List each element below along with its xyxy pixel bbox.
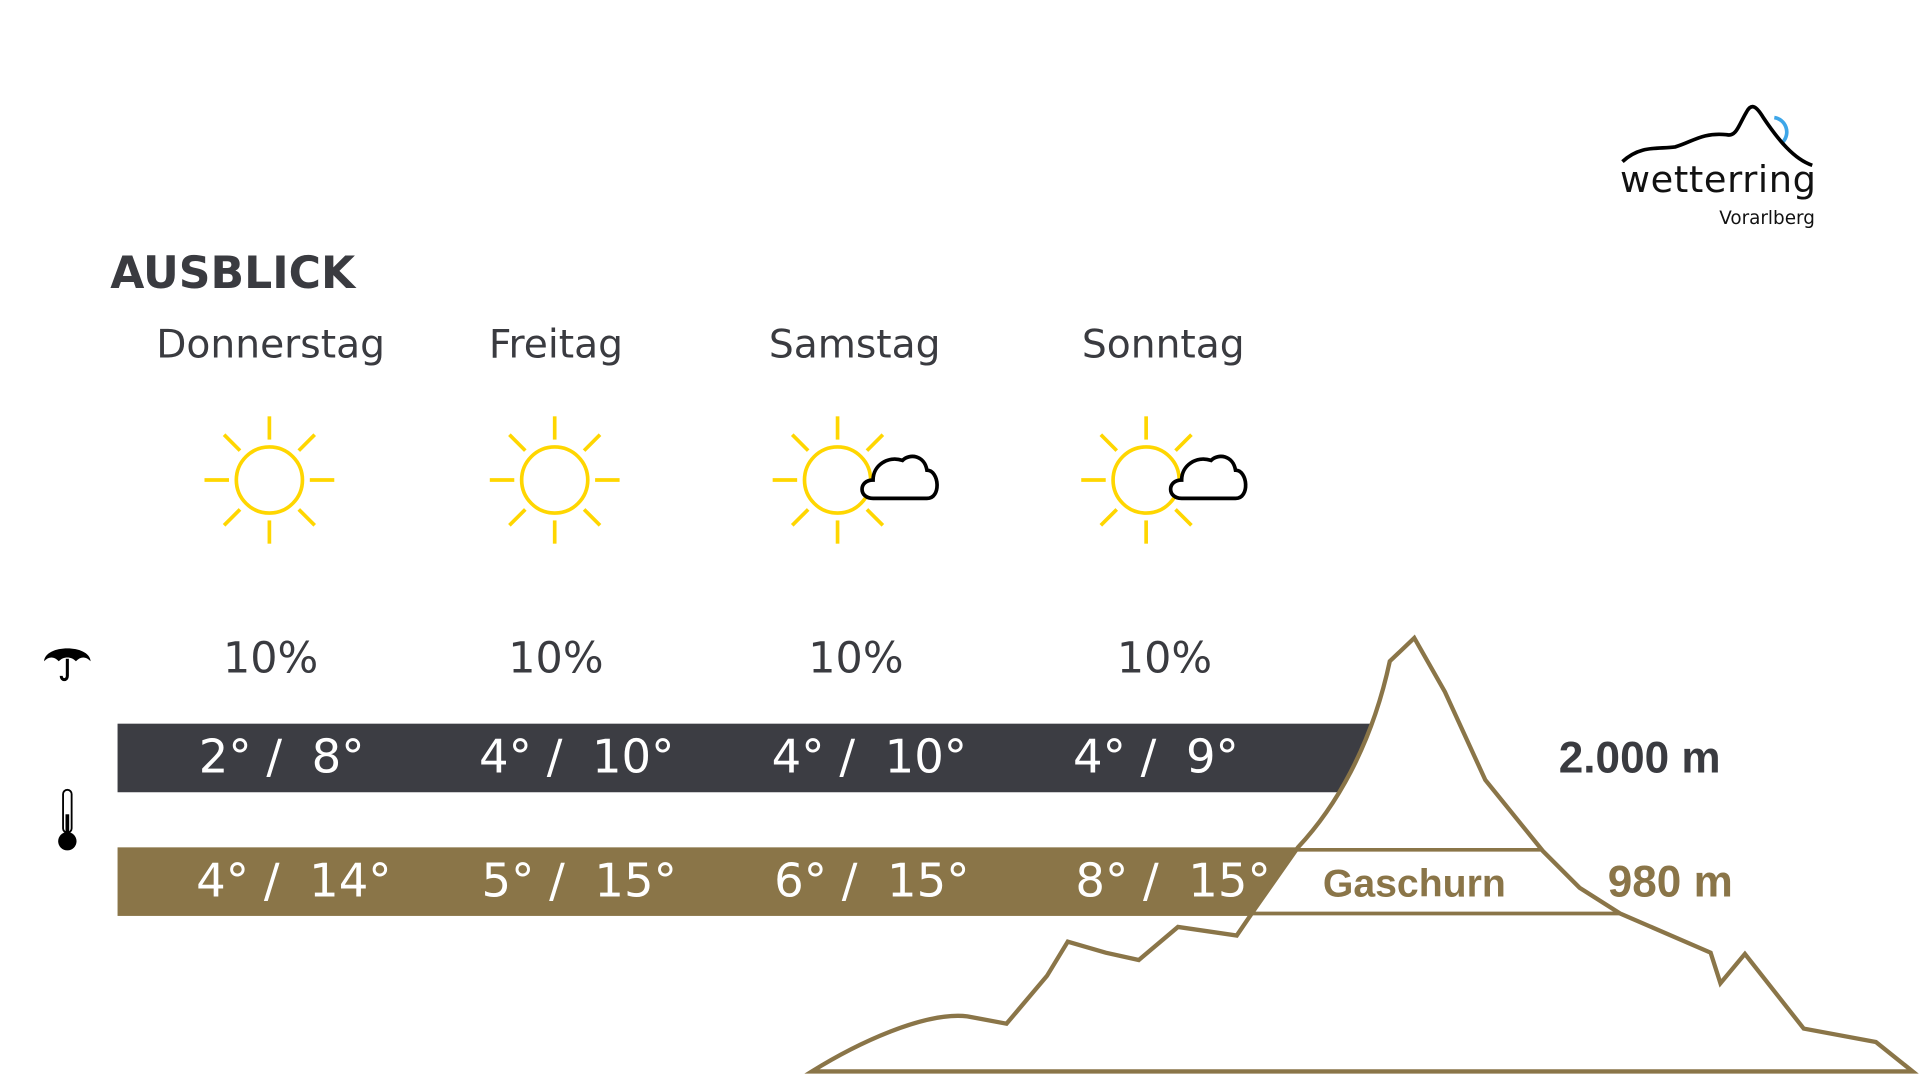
temp-valley: 5° / 15° <box>481 853 677 908</box>
temp-valley: 8° / 15° <box>1075 853 1271 908</box>
altitude-valley: 980 m <box>1607 855 1733 907</box>
mountain-temperature-bar: 2° / 8° 4° / 10° 4° / 10° 4° / 9° <box>117 723 1392 793</box>
temp-valley: 4° / 14° <box>196 853 392 908</box>
wetterring-logo: wetterring Vorarlberg <box>1616 98 1824 233</box>
temp-mountain: 4° / 10° <box>771 729 968 784</box>
day-name: Sonntag <box>1081 320 1245 368</box>
rain-probability: 10% <box>808 634 904 684</box>
logo-region: Vorarlberg <box>1719 206 1815 229</box>
logo-name: wetterring <box>1620 159 1817 203</box>
page-title: AUSBLICK <box>110 248 356 299</box>
temp-valley: 6° / 15° <box>774 853 970 908</box>
day-name: Donnerstag <box>156 320 385 368</box>
umbrella-icon <box>44 648 91 682</box>
temp-mountain: 4° / 10° <box>479 729 675 784</box>
altitude-mountain: 2.000 m <box>1558 732 1721 783</box>
valley-temperature-bar: 4° / 14° 5° / 15° 6° / 15° 8° / 15° <box>117 847 1392 916</box>
day-name: Freitag <box>488 320 624 368</box>
day-name: Samstag <box>768 320 941 368</box>
thermometer-icon <box>58 788 77 851</box>
logo-mountain-icon <box>1621 104 1813 168</box>
location-name: Gaschurn <box>1322 860 1506 905</box>
temp-mountain: 2° / 8° <box>198 729 365 784</box>
rain-probability: 10% <box>1116 634 1213 684</box>
rain-probability: 10% <box>508 634 604 684</box>
temp-mountain: 4° / 9° <box>1073 729 1239 784</box>
rain-probability: 10% <box>222 634 319 684</box>
